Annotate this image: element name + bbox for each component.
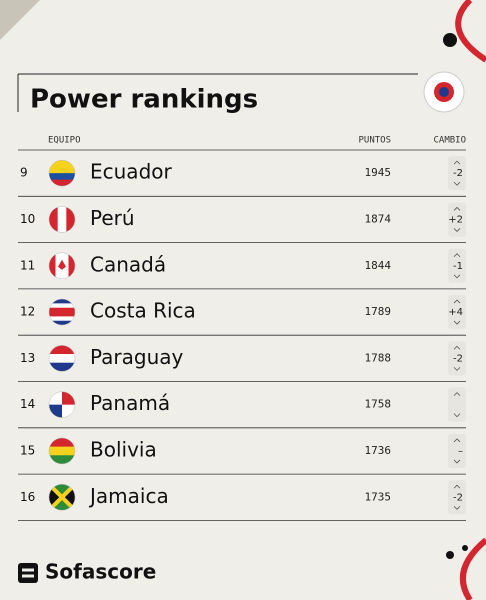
change-box bbox=[448, 248, 466, 283]
change-arrow bbox=[453, 160, 461, 186]
logo bbox=[18, 563, 38, 583]
flag bbox=[49, 299, 75, 326]
rank: 12 bbox=[20, 305, 35, 319]
change-arrow bbox=[453, 206, 461, 233]
team-name: Bolivia bbox=[90, 437, 157, 461]
team-name: Panamá bbox=[90, 391, 170, 415]
change-arrow bbox=[453, 392, 461, 418]
rank: 15 bbox=[20, 443, 35, 457]
rank: 11 bbox=[20, 258, 35, 272]
column-header: EQUIPO bbox=[48, 136, 81, 146]
title: Power rankings bbox=[30, 85, 258, 115]
change: +4 bbox=[448, 307, 463, 318]
flag bbox=[49, 345, 75, 372]
points: 1844 bbox=[365, 259, 392, 272]
flag bbox=[49, 252, 75, 279]
change: – bbox=[458, 446, 463, 457]
change-box bbox=[448, 433, 466, 468]
brand: Sofascore bbox=[45, 560, 156, 584]
points: 1789 bbox=[365, 305, 392, 318]
team-name: Paraguay bbox=[90, 345, 184, 369]
change: -1 bbox=[453, 261, 463, 272]
flag bbox=[49, 206, 75, 233]
change-arrow bbox=[453, 484, 461, 510]
flag bbox=[49, 484, 75, 511]
team-name: Canadá bbox=[90, 252, 166, 276]
change-box bbox=[448, 387, 466, 422]
column-header: PUNTOS bbox=[358, 136, 391, 146]
change-box bbox=[448, 480, 466, 515]
points: 1874 bbox=[365, 212, 392, 225]
change: -2 bbox=[453, 168, 463, 179]
change-box bbox=[448, 341, 466, 376]
change-arrow bbox=[453, 253, 461, 279]
rows: 9 Ecuador 1945 -2 10 Perú 1874 +2 11 Canadá 1844 -1… bbox=[18, 149, 466, 521]
points: 1945 bbox=[365, 166, 392, 179]
change: -2 bbox=[453, 353, 463, 364]
change-arrow bbox=[453, 345, 461, 371]
column-header: CAMBIO bbox=[433, 136, 466, 146]
team-name: Costa Rica bbox=[90, 299, 196, 323]
change: -2 bbox=[453, 492, 463, 503]
rank: 10 bbox=[20, 212, 35, 226]
rank: 16 bbox=[20, 490, 35, 504]
change-box bbox=[448, 295, 466, 330]
change: +2 bbox=[448, 214, 463, 225]
points: 1788 bbox=[365, 351, 392, 364]
change-box bbox=[448, 156, 466, 191]
change-arrow bbox=[453, 299, 461, 325]
points: 1735 bbox=[365, 490, 392, 503]
change-arrow bbox=[453, 438, 461, 464]
team-name: Perú bbox=[90, 206, 135, 230]
flag bbox=[49, 160, 75, 187]
team-name: Ecuador bbox=[90, 160, 172, 184]
flag bbox=[49, 391, 75, 418]
rank: 13 bbox=[20, 351, 35, 365]
rank: 14 bbox=[20, 397, 35, 411]
points: 1758 bbox=[365, 398, 392, 411]
team-name: Jamaica bbox=[88, 484, 169, 508]
rank: 9 bbox=[20, 166, 28, 180]
points: 1736 bbox=[365, 444, 392, 457]
flag bbox=[49, 437, 75, 464]
change-box bbox=[448, 202, 466, 237]
